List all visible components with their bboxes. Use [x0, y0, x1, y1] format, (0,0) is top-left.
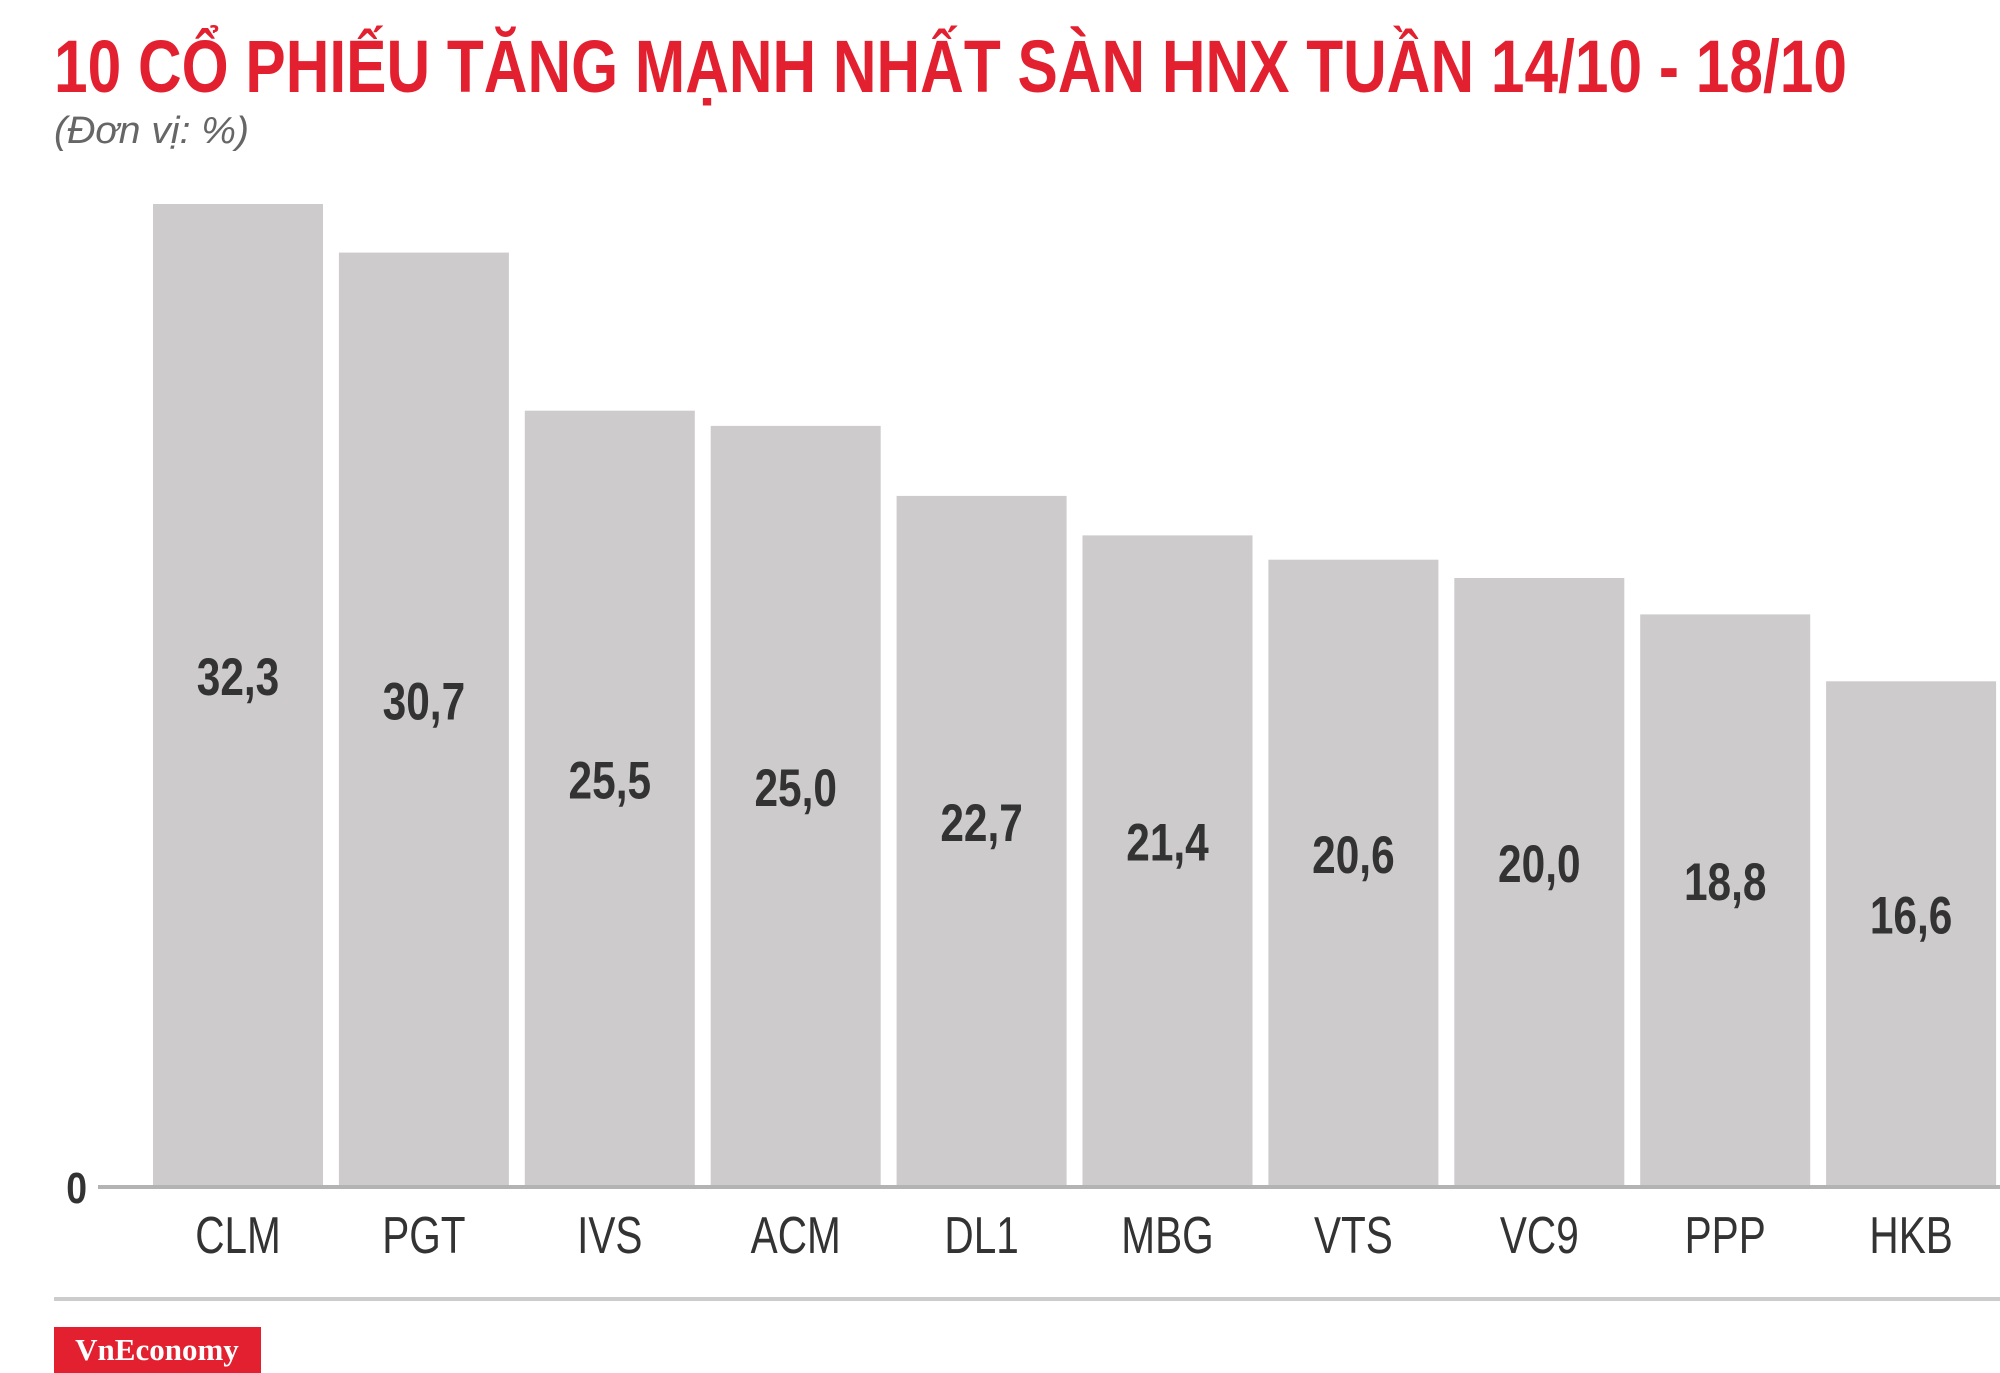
bar-clm — [153, 204, 323, 1186]
bar-dl1 — [896, 495, 1067, 1186]
bar-acm — [710, 425, 881, 1186]
category-label-clm: CLM — [195, 1206, 281, 1264]
category-label-hkb: HKB — [1869, 1206, 1952, 1264]
category-label-ppp: PPP — [1685, 1206, 1766, 1264]
value-label-pgt: 30,7 — [383, 673, 466, 732]
brand-logo-text: VnEconomy — [75, 1332, 239, 1367]
bar-ppp — [1640, 614, 1811, 1186]
category-label-acm: ACM — [751, 1206, 841, 1264]
bar-vts — [1268, 559, 1439, 1186]
category-label-dl1: DL1 — [944, 1206, 1018, 1264]
bar-hkb — [1826, 681, 1997, 1186]
value-label-ivs: 25,5 — [569, 752, 652, 811]
y-tick-zero: 0 — [66, 1163, 87, 1213]
value-label-mbg: 21,4 — [1126, 814, 1209, 873]
value-label-vts: 20,6 — [1312, 827, 1395, 886]
value-labels-group: 32,3 30,7 25,5 25,0 22,7 21,4 20,6 20,0 18,8 16,6 — [197, 649, 1953, 946]
value-label-ppp: 18,8 — [1684, 854, 1767, 913]
chart-title: 10 CỔ PHIẾU TĂNG MẠNH NHẤT SÀN HNX TUẦN … — [54, 25, 1847, 108]
value-label-clm: 32,3 — [197, 649, 280, 708]
bar-ivs — [524, 410, 695, 1186]
value-label-acm: 25,0 — [754, 760, 837, 819]
category-label-vts: VTS — [1314, 1206, 1393, 1264]
bar-pgt — [338, 252, 509, 1187]
category-label-ivs: IVS — [577, 1206, 642, 1264]
bar-vc9 — [1454, 578, 1625, 1186]
unit-subtitle: (Đơn vị: %) — [54, 110, 249, 152]
brand-logo-box — [54, 1327, 261, 1373]
value-label-dl1: 22,7 — [940, 795, 1023, 854]
value-label-hkb: 16,6 — [1870, 887, 1953, 946]
value-label-vc9: 20,0 — [1498, 836, 1581, 895]
bar-mbg — [1082, 535, 1253, 1186]
category-label-mbg: MBG — [1121, 1206, 1213, 1264]
category-labels-group: CLM PGT IVS ACM DL1 MBG VTS VC9 PPP HKB — [195, 1206, 1953, 1264]
bars-group — [153, 204, 1997, 1187]
category-label-vc9: VC9 — [1500, 1206, 1579, 1264]
category-label-pgt: PGT — [382, 1206, 465, 1264]
